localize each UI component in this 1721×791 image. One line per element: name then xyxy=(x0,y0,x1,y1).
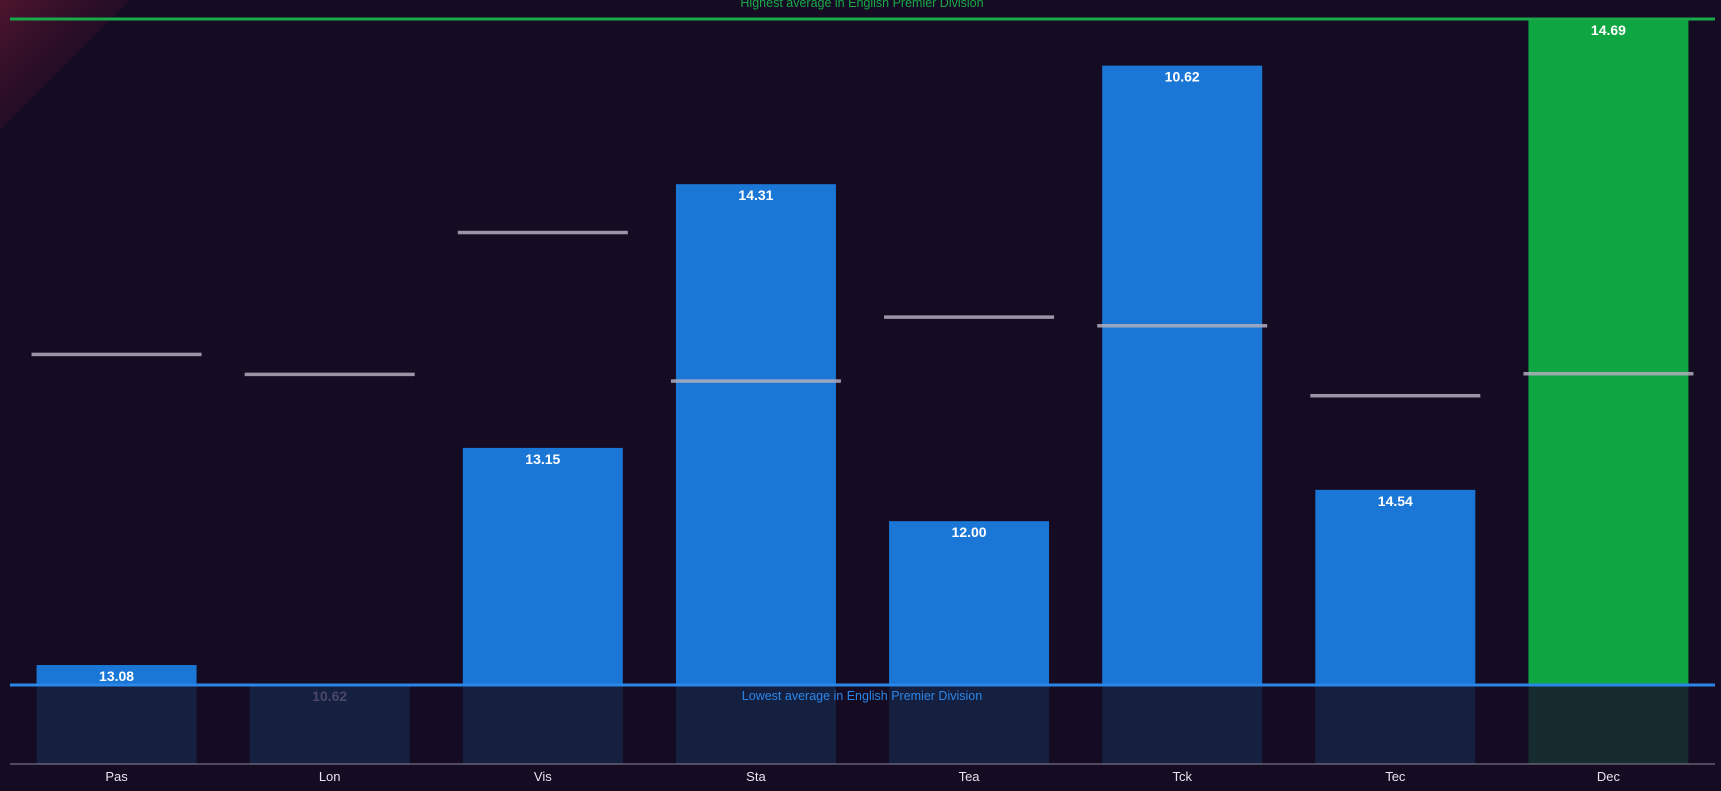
bar-tea xyxy=(889,521,1050,685)
bar-value-label-pas: 13.08 xyxy=(99,668,134,684)
comparison-mark-lon xyxy=(244,372,415,377)
under-bar-dec xyxy=(1528,685,1689,764)
x-tick-label-sta: Sta xyxy=(746,769,766,784)
x-tick-label-vis: Vis xyxy=(534,769,552,784)
under-bar-tck xyxy=(1102,685,1263,764)
under-bar-lon xyxy=(249,685,410,764)
comparison-mark-tec xyxy=(1310,393,1481,398)
bar-value-label-vis: 13.15 xyxy=(525,451,560,467)
x-tick-label-dec: Dec xyxy=(1597,769,1621,784)
under-bar-vis xyxy=(462,685,623,764)
comparison-mark-sta xyxy=(670,379,841,383)
lowest-average-label: Lowest average in English Premier Divisi… xyxy=(742,689,982,703)
comparison-mark-pas xyxy=(31,352,202,357)
bar-value-label-sta: 14.31 xyxy=(738,187,773,203)
bar-value-label-tck: 10.62 xyxy=(1165,69,1200,85)
bar-pas xyxy=(36,665,197,685)
bar-tck xyxy=(1102,65,1263,686)
bar-vis xyxy=(462,447,623,685)
corner-glow xyxy=(0,0,130,130)
bar-sta xyxy=(675,184,836,685)
bar-value-label-tec: 14.54 xyxy=(1378,493,1413,509)
bar-value-label-dec: 14.69 xyxy=(1591,22,1626,38)
comparison-mark-tea xyxy=(884,315,1055,319)
comparison-mark-dec xyxy=(1523,371,1694,376)
highest-average-label: Highest average in English Premier Divis… xyxy=(740,0,983,10)
bar-tec xyxy=(1315,489,1476,685)
x-tick-label-pas: Pas xyxy=(105,769,128,784)
x-tick-label-tec: Tec xyxy=(1385,769,1406,784)
under-bar-tec xyxy=(1315,685,1476,764)
under-bar-sta xyxy=(675,685,836,764)
x-tick-label-tea: Tea xyxy=(959,769,981,784)
bar-value-label-lon: 10.62 xyxy=(312,688,347,704)
bar-value-label-tea: 12.00 xyxy=(952,524,987,540)
x-tick-label-tck: Tck xyxy=(1172,769,1192,784)
bar-dec xyxy=(1528,19,1689,685)
x-tick-label-lon: Lon xyxy=(319,769,341,784)
under-bar-pas xyxy=(36,685,197,764)
under-bar-tea xyxy=(889,685,1050,764)
comparison-mark-tck xyxy=(1097,324,1268,328)
comparison-mark-vis xyxy=(457,230,628,235)
